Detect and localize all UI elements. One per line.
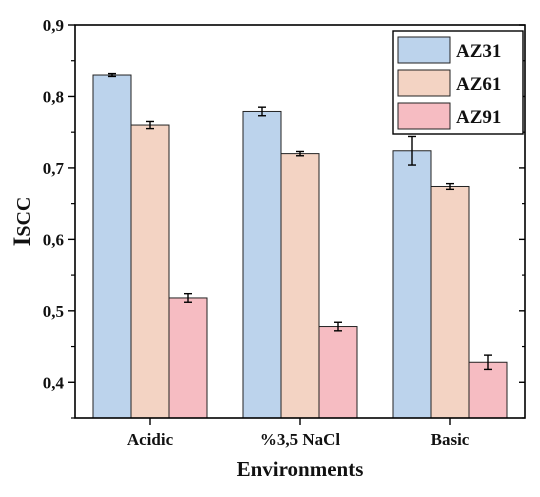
legend-swatch [397,36,451,64]
x-tick-label: %3,5 NaCl [260,430,341,449]
error-bar-az61-0 [146,120,154,130]
error-bar-az91-0 [184,292,192,303]
legend-label: AZ31 [456,41,501,62]
legend-item-az91: AZ91 [397,102,501,130]
bar-az61-2 [430,185,470,419]
legend-item-az31: AZ31 [397,36,501,64]
tick-labels-layer: Acidic %3,5 NaCl Basic 0,4 0,5 0,6 0,7 0,8 0,9 [43,16,470,449]
bar-az61-1 [280,153,320,419]
legend-label: AZ91 [456,107,501,128]
bars-layer [92,74,508,419]
legend-label: AZ61 [456,74,501,95]
y-tick-label: 0,4 [43,373,65,392]
bar-az31-2 [392,150,432,419]
legend-item-az61: AZ61 [397,69,501,97]
y-title-initial: I [9,237,36,247]
legend-swatch [397,102,451,130]
error-bar-az91-2 [484,354,492,371]
bar-az31-1 [242,110,282,419]
error-bar-az91-1 [334,321,342,332]
error-bars-layer [108,72,492,371]
error-bar-az31-0 [108,72,116,78]
bar-az91-0 [168,297,208,419]
x-axis-title: Environments [237,457,364,481]
error-bar-az31-2 [408,135,416,166]
y-tick-label: 0,8 [43,87,64,106]
x-tick-label: Acidic [127,430,174,449]
error-bar-az61-1 [296,150,304,157]
y-axis-title: ISCC [9,197,36,247]
y-tick-label: 0,7 [43,159,65,178]
error-bar-az61-2 [446,182,454,191]
y-title-rest: SCC [13,197,35,237]
legend: AZ31 AZ61 AZ91 [392,30,524,135]
x-tick-label: Basic [431,430,470,449]
error-bar-az31-1 [258,106,266,117]
y-tick-label: 0,5 [43,302,64,321]
y-tick-label: 0,6 [43,230,64,249]
bar-az61-0 [130,124,170,419]
bar-az31-0 [92,74,132,419]
legend-swatch [397,69,451,97]
bar-az91-1 [318,326,358,419]
bar-az91-2 [468,361,508,419]
y-tick-label: 0,9 [43,16,64,35]
